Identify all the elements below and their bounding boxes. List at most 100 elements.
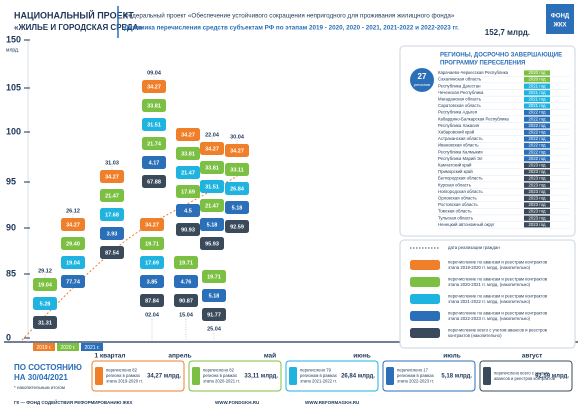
- year-tag: [524, 156, 550, 162]
- value-box: [142, 99, 166, 112]
- summary-amount: 26,84 млрд.: [341, 374, 375, 380]
- value-box: [61, 256, 85, 269]
- region-year: 2022 год: [528, 136, 546, 141]
- region-name: Орловская область: [438, 196, 477, 201]
- value-box: [200, 142, 224, 155]
- legend-text: контрактов (накопительно): [448, 333, 502, 338]
- region-year: 2022 год: [528, 143, 546, 148]
- value-box: [225, 163, 249, 176]
- region-name: Томская область: [438, 209, 472, 214]
- value-label: 87.54: [105, 250, 120, 256]
- region-year: 2023 год: [528, 169, 546, 174]
- legend-swatch: [410, 260, 440, 270]
- year-tag: [524, 70, 550, 76]
- value-label: 4.17: [149, 160, 160, 166]
- legend-text: перечисление всего с учетом авансов и ре…: [448, 327, 548, 332]
- y-tick-label: 95: [6, 176, 16, 186]
- value-label: 5.18: [207, 222, 218, 228]
- year-tag: [524, 143, 550, 149]
- region-year: 2022 год: [528, 130, 546, 135]
- summary-text: перечислено всего с учетом: [494, 370, 549, 375]
- year-label: 2019 г.: [36, 345, 51, 351]
- summary-text: региона в рамках: [106, 373, 141, 378]
- value-label: 17.69: [145, 260, 159, 266]
- value-box: [200, 199, 224, 212]
- region-name: Чеченская Республика: [438, 90, 484, 95]
- value-box: [174, 294, 198, 307]
- value-label: 21.47: [205, 203, 219, 209]
- summary-amount: 33,11 млрд.: [244, 374, 278, 380]
- value-label: 33.81: [181, 151, 195, 157]
- region-name: Кабардино-Балкарская Республика: [438, 116, 509, 121]
- year-tag: [524, 162, 550, 168]
- value-box: [100, 170, 124, 183]
- value-box: [33, 278, 57, 291]
- summary-icon: [192, 367, 200, 385]
- value-box: [225, 220, 249, 233]
- value-box: [176, 166, 200, 179]
- value-box: [202, 270, 226, 283]
- total: 152,7 млрд.: [485, 28, 530, 37]
- summary-text: региона в рамках: [203, 373, 238, 378]
- y-unit: млрд.: [6, 47, 19, 53]
- value-label: 34.27: [145, 222, 159, 228]
- year-band: [33, 343, 55, 351]
- value-label: 33.11: [230, 167, 243, 173]
- value-label: 21.47: [105, 193, 119, 199]
- value-box: [100, 189, 124, 202]
- region-name: Новгородская область: [438, 189, 484, 194]
- region-year: 2023 год: [528, 163, 546, 168]
- year-label: 2020 г.: [60, 345, 75, 351]
- year-tag: [524, 202, 550, 208]
- value-box: [100, 246, 124, 259]
- value-label: 34.27: [66, 222, 80, 228]
- region-name: Ростовская область: [438, 202, 478, 207]
- regions-title: ПРОГРАММУ ПЕРЕСЕЛЕНИЯ: [440, 61, 525, 67]
- region-name: Камчатский край: [438, 163, 472, 168]
- region-name: Республика Хакасия: [438, 123, 480, 128]
- legend-text: этапа 2019-2020 гг. млрд. (накопительно): [448, 265, 531, 270]
- year-tag: [524, 169, 550, 175]
- value-box: [202, 308, 226, 321]
- value-box: [176, 185, 200, 198]
- summary-text: перечислено 82: [203, 368, 235, 373]
- date-label: 09.04: [147, 70, 162, 76]
- summary-text: этапа 2019-2020 гг.: [106, 379, 143, 384]
- date-label: 26.12: [66, 208, 80, 214]
- region-name: Саратовская область: [438, 103, 481, 108]
- region-name: Ивановская область: [438, 143, 479, 148]
- value-label: 34.27: [230, 148, 244, 154]
- date-label: 31.03: [105, 160, 119, 166]
- year-tag: [524, 129, 550, 135]
- date-label: 25.04: [207, 326, 222, 332]
- value-label: 31.31: [38, 320, 52, 326]
- region-year: 2023 год: [528, 202, 546, 207]
- month-label: июль: [443, 353, 461, 360]
- region-year: 2023 год: [528, 196, 546, 201]
- value-box: [142, 80, 166, 93]
- region-year: 2021 год: [528, 83, 546, 88]
- status-note: * накопительным итогом: [14, 385, 65, 390]
- value-box: [176, 147, 200, 160]
- value-label: 91.77: [207, 312, 221, 318]
- summary-text: этапа 2022-2023 гг.: [397, 379, 434, 384]
- value-label: 92.59: [230, 224, 244, 230]
- count: 27: [418, 72, 427, 81]
- summary-text: регионам в рамках: [300, 373, 338, 378]
- value-label: 19.04: [38, 282, 53, 288]
- year-tag: [524, 103, 550, 109]
- value-box: [174, 256, 198, 269]
- year-tag: [524, 110, 550, 116]
- legend-swatch: [410, 277, 440, 287]
- count-badge: [410, 68, 434, 92]
- value-box: [176, 128, 200, 141]
- summary-text: этапа 2020-2021 гг.: [203, 379, 240, 384]
- value-box: [140, 294, 164, 307]
- y-tick-label: 100: [6, 126, 21, 136]
- region-name: Курская область: [438, 182, 472, 187]
- regions-title: РЕГИОНЫ, ДОСРОЧНО ЗАВЕРШАЮЩИЕ: [440, 53, 562, 59]
- summary-card: [285, 360, 379, 392]
- year-tag: [524, 182, 550, 188]
- region-year: 2021 год: [528, 90, 546, 95]
- year-tag: [524, 215, 550, 221]
